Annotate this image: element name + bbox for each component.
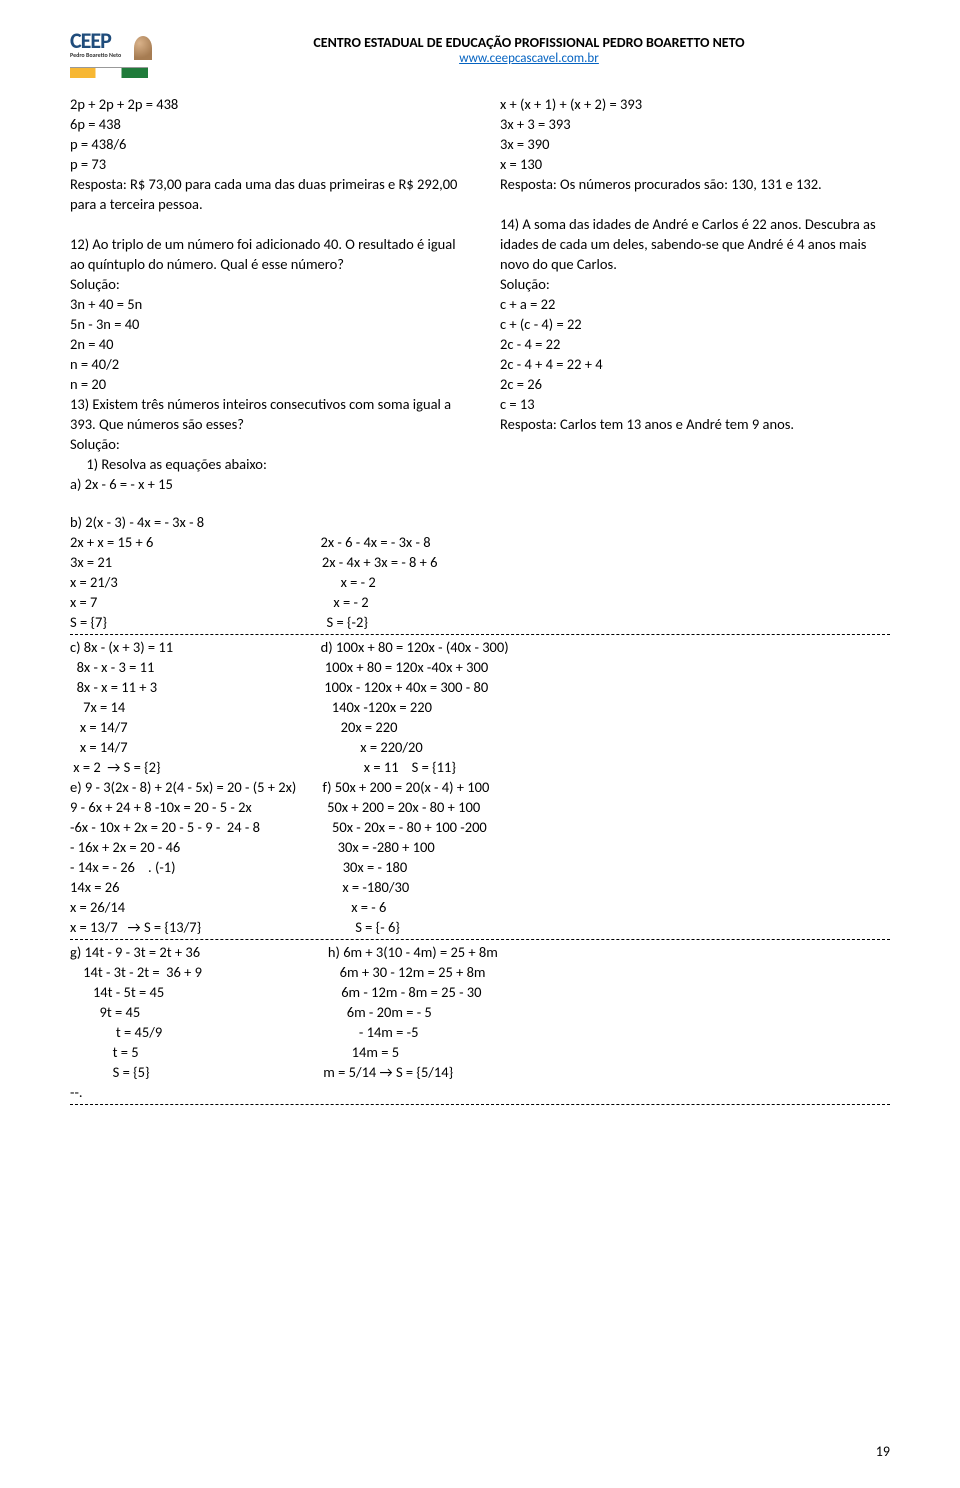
left-column: 2p + 2p + 2p = 438 6p = 438 p = 438/6 p … bbox=[70, 94, 460, 494]
right-column: x + (x + 1) + (x + 2) = 393 3x + 3 = 393… bbox=[500, 94, 890, 494]
page-header: CEEP Pedro Boaretto Neto CENTRO ESTADUAL… bbox=[70, 30, 890, 76]
logo-flag-bar bbox=[70, 67, 148, 78]
page-number: 19 bbox=[876, 1443, 890, 1460]
logo: CEEP Pedro Boaretto Neto bbox=[70, 30, 148, 76]
block-gh: g) 14t - 9 - 3t = 2t + 36 h) 6m + 3(10 -… bbox=[70, 942, 890, 1102]
page: CEEP Pedro Boaretto Neto CENTRO ESTADUAL… bbox=[0, 0, 960, 1488]
header-title: CENTRO ESTADUAL DE EDUCAÇÃO PROFISSIONAL… bbox=[168, 34, 890, 51]
top-two-columns: 2p + 2p + 2p = 438 6p = 438 p = 438/6 p … bbox=[70, 94, 890, 494]
block-cdef: c) 8x - (x + 3) = 11 d) 100x + 80 = 120x… bbox=[70, 637, 890, 937]
divider-3 bbox=[70, 1104, 890, 1105]
header-title-block: CENTRO ESTADUAL DE EDUCAÇÃO PROFISSIONAL… bbox=[168, 30, 890, 66]
divider-1 bbox=[70, 634, 890, 635]
block-b: b) 2(x - 3) - 4x = - 3x - 8 2x + x = 15 … bbox=[70, 512, 890, 632]
logo-portrait bbox=[134, 36, 152, 60]
divider-2 bbox=[70, 939, 890, 940]
header-link[interactable]: www.ceepcascavel.com.br bbox=[459, 51, 599, 66]
header-url: www.ceepcascavel.com.br bbox=[168, 51, 890, 66]
